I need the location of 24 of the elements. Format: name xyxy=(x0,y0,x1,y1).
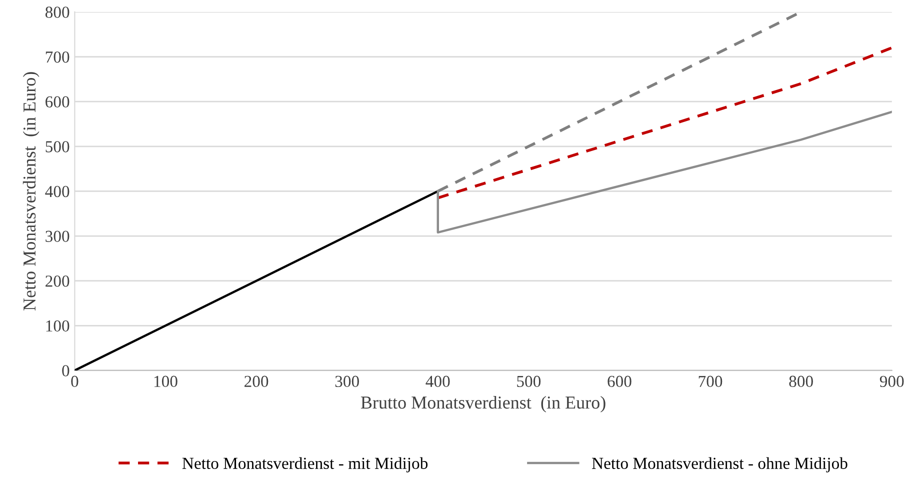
x-tick-label: 800 xyxy=(789,376,813,388)
y-tick-label: 500 xyxy=(46,141,70,152)
y-tick-label: 600 xyxy=(46,96,70,108)
x-tick-label: 100 xyxy=(154,376,178,388)
y-tick-label: 200 xyxy=(46,276,70,287)
x-tick-label: 500 xyxy=(517,376,541,388)
y-tick-label: 0 xyxy=(62,365,70,376)
y-tick-label: 300 xyxy=(46,230,70,242)
y-tick-label: 700 xyxy=(46,51,70,63)
x-axis-title: Brutto Monatsverdienst (in Euro) xyxy=(360,396,606,412)
x-tick-label: 400 xyxy=(426,376,450,388)
line-series xyxy=(436,110,892,234)
y-axis-title: Netto Monatsverdienst (in Euro) xyxy=(22,72,40,311)
y-tick-label: 800 xyxy=(45,6,70,18)
legend-label: Netto Monatsverdienst - ohne Midijob xyxy=(592,457,848,472)
x-tick-label: 200 xyxy=(244,376,268,388)
x-tick-label: 900 xyxy=(880,376,904,388)
x-tick-label: 0 xyxy=(71,376,78,388)
x-tick-label: 600 xyxy=(608,376,632,388)
y-tick-label: 400 xyxy=(45,186,70,198)
legend-label: Netto Monatsverdienst - mit Midijob xyxy=(182,457,428,472)
x-tick-label: 700 xyxy=(698,376,722,388)
y-tick-label: 100 xyxy=(46,320,70,332)
x-tick-label: 300 xyxy=(335,376,359,388)
